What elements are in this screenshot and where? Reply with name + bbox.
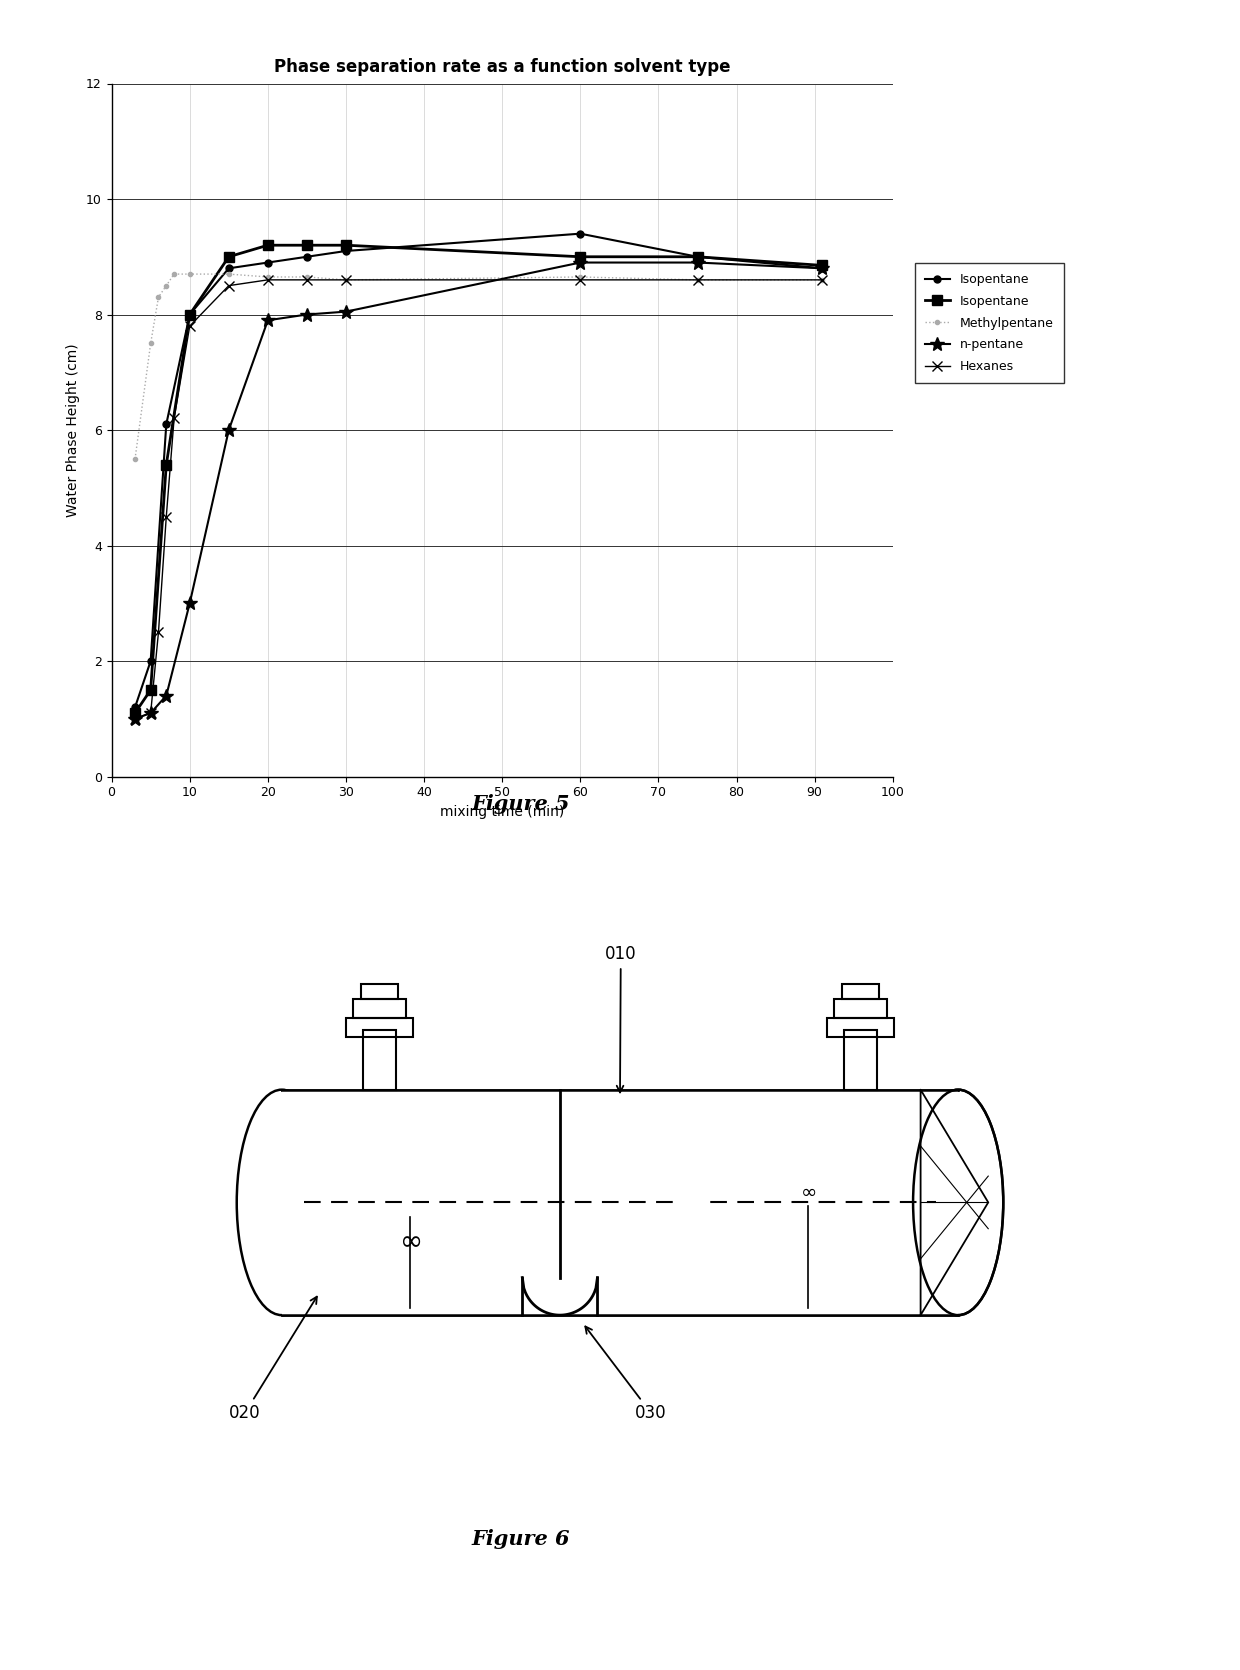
- Isopentane: [815, 256, 830, 276]
- Isopentane: [339, 240, 353, 261]
- Methylpentane: [143, 334, 159, 354]
- Isopentane: [221, 247, 236, 267]
- Line: Methylpentane: Methylpentane: [133, 272, 825, 461]
- Isopentane: [573, 247, 588, 267]
- Text: 020: 020: [229, 1296, 317, 1421]
- Isopentane: [143, 651, 159, 671]
- Hexanes: [260, 271, 275, 291]
- Isopentane: [260, 235, 275, 256]
- Hexanes: [339, 271, 353, 291]
- Line: Hexanes: Hexanes: [130, 276, 827, 723]
- n-pentane: [182, 593, 197, 613]
- Methylpentane: [221, 264, 236, 284]
- Legend: Isopentane, Isopentane, Methylpentane, n-pentane, Hexanes: Isopentane, Isopentane, Methylpentane, n…: [915, 262, 1064, 382]
- Text: Figure 5: Figure 5: [471, 793, 570, 813]
- Isopentane: [182, 304, 197, 324]
- Circle shape: [682, 1189, 709, 1216]
- n-pentane: [339, 302, 353, 322]
- Methylpentane: [815, 271, 830, 291]
- Hexanes: [159, 506, 174, 526]
- Isopentane: [159, 454, 174, 474]
- Bar: [827, 1019, 894, 1037]
- X-axis label: mixing time (min): mixing time (min): [440, 805, 564, 818]
- Bar: [361, 985, 398, 999]
- n-pentane: [143, 703, 159, 723]
- Methylpentane: [260, 267, 275, 287]
- Hexanes: [182, 316, 197, 336]
- Text: 030: 030: [585, 1326, 667, 1421]
- Line: n-pentane: n-pentane: [128, 256, 830, 726]
- Text: $\infty$: $\infty$: [800, 1182, 816, 1201]
- Isopentane: [221, 259, 236, 279]
- Title: Phase separation rate as a function solvent type: Phase separation rate as a function solv…: [274, 58, 730, 77]
- Methylpentane: [689, 271, 704, 291]
- Text: Figure 6: Figure 6: [471, 1528, 570, 1548]
- Bar: [346, 1019, 413, 1037]
- Isopentane: [128, 698, 143, 718]
- Line: Isopentane: Isopentane: [131, 230, 826, 711]
- Isopentane: [299, 235, 314, 256]
- Methylpentane: [166, 264, 181, 284]
- Bar: [835, 999, 887, 1019]
- n-pentane: [128, 708, 143, 728]
- n-pentane: [299, 304, 314, 324]
- Methylpentane: [151, 287, 166, 307]
- Hexanes: [573, 271, 588, 291]
- Bar: [353, 999, 405, 1019]
- Isopentane: [143, 680, 159, 700]
- Isopentane: [689, 247, 704, 267]
- Isopentane: [815, 259, 830, 279]
- Isopentane: [260, 252, 275, 272]
- Hexanes: [151, 623, 166, 643]
- n-pentane: [573, 252, 588, 272]
- Bar: [843, 1029, 878, 1091]
- Methylpentane: [159, 276, 174, 296]
- Text: 010: 010: [605, 945, 636, 1092]
- Text: $\infty$: $\infty$: [398, 1226, 420, 1254]
- Methylpentane: [128, 449, 143, 469]
- Isopentane: [182, 304, 197, 324]
- Bar: [842, 985, 879, 999]
- Hexanes: [221, 276, 236, 296]
- Methylpentane: [573, 267, 588, 287]
- Hexanes: [143, 703, 159, 723]
- Isopentane: [128, 703, 143, 723]
- Isopentane: [573, 224, 588, 244]
- Methylpentane: [182, 264, 197, 284]
- n-pentane: [159, 686, 174, 706]
- Bar: [281, 1089, 959, 1316]
- Methylpentane: [299, 267, 314, 287]
- Line: Isopentane: Isopentane: [130, 240, 827, 718]
- Isopentane: [159, 414, 174, 434]
- n-pentane: [689, 252, 704, 272]
- Isopentane: [689, 247, 704, 267]
- n-pentane: [260, 311, 275, 331]
- Bar: [362, 1029, 397, 1091]
- Bar: [281, 1089, 959, 1316]
- Hexanes: [689, 271, 704, 291]
- Hexanes: [128, 708, 143, 728]
- Y-axis label: Water Phase Height (cm): Water Phase Height (cm): [67, 344, 81, 516]
- Hexanes: [166, 409, 181, 429]
- Isopentane: [339, 235, 353, 256]
- Isopentane: [299, 247, 314, 267]
- Methylpentane: [339, 271, 353, 291]
- Hexanes: [815, 271, 830, 291]
- n-pentane: [221, 421, 236, 441]
- n-pentane: [815, 259, 830, 279]
- Hexanes: [299, 271, 314, 291]
